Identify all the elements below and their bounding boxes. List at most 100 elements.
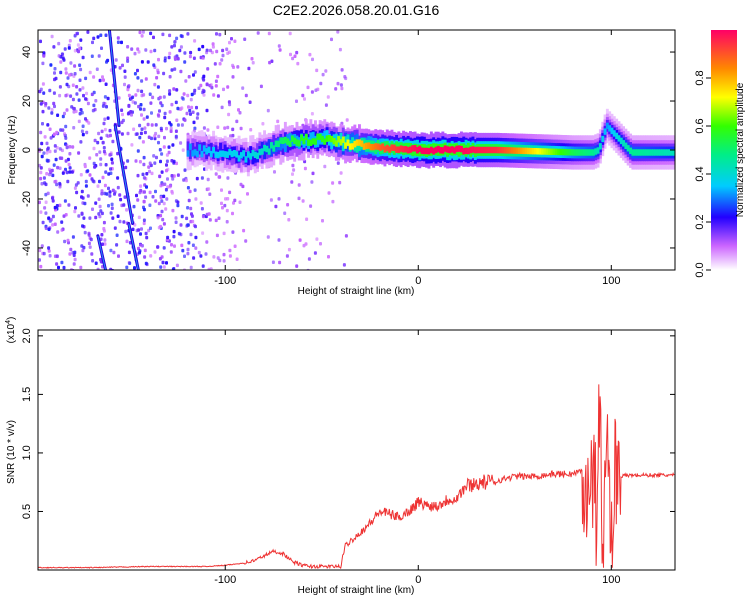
noise-speck [159, 159, 162, 164]
noise-speck [150, 171, 154, 176]
noise-speck [126, 45, 130, 49]
ridge-cell [376, 143, 380, 150]
ridge-cell [649, 149, 653, 156]
noise-speck [155, 76, 159, 80]
noise-speck [65, 170, 69, 175]
noise-speck [48, 149, 52, 154]
noise-speck [274, 204, 278, 209]
noise-speck [115, 243, 119, 247]
noise-speck [89, 237, 93, 242]
noise-speck [90, 252, 94, 256]
noise-speck [61, 171, 65, 175]
noise-speck [216, 74, 220, 79]
noise-speck [117, 130, 121, 134]
noise-speck [186, 206, 190, 210]
noise-speck [118, 219, 122, 224]
noise-speck [163, 135, 166, 140]
noise-speck [152, 154, 156, 158]
ridge-cell [506, 147, 510, 154]
ridge-cell [270, 144, 273, 157]
noise-speck [87, 233, 91, 237]
ridge-cell [422, 147, 426, 155]
noise-speck [103, 127, 107, 132]
noise-speck [136, 68, 139, 73]
noise-speck [56, 165, 60, 170]
ridge-cell [367, 142, 371, 149]
ridge-cell [267, 148, 271, 155]
snr-xlabel: Height of straight line (km) [298, 585, 415, 596]
noise-speck [130, 113, 133, 117]
noise-speck [223, 126, 227, 130]
noise-speck [266, 108, 270, 113]
noise-speck [142, 107, 146, 112]
noise-speck [173, 43, 176, 48]
noise-speck [69, 94, 73, 98]
ridge-cell [605, 122, 609, 130]
noise-speck [238, 200, 242, 204]
noise-speck [163, 111, 167, 116]
noise-speck [94, 261, 98, 265]
noise-speck [187, 241, 191, 245]
noise-speck [241, 184, 245, 189]
ridge-cell [233, 150, 236, 157]
colorbar: 0.0 0.2 0.4 0.6 0.8 Normalized spectral ampl… [694, 30, 746, 278]
noise-speck [174, 216, 178, 220]
noise-speck [45, 158, 49, 163]
noise-speck [86, 30, 90, 34]
noise-speck [81, 55, 85, 60]
noise-speck [145, 185, 148, 189]
noise-speck [207, 187, 211, 191]
noise-speck [126, 131, 130, 136]
noise-speck [197, 86, 201, 90]
noise-speck [181, 148, 185, 152]
noise-speck [66, 179, 70, 184]
noise-speck [66, 238, 70, 243]
ridge-cell [242, 150, 246, 157]
ridge-cell [524, 147, 528, 155]
noise-speck [208, 218, 212, 222]
noise-speck [191, 110, 195, 114]
ridge-cell [661, 149, 665, 156]
noise-speck [192, 120, 196, 125]
noise-speck [233, 39, 237, 43]
noise-speck [75, 85, 79, 89]
noise-speck [179, 69, 183, 74]
noise-speck [165, 153, 169, 157]
noise-speck [165, 197, 169, 201]
noise-speck [52, 132, 56, 136]
noise-speck [101, 141, 105, 145]
noise-speck [72, 253, 76, 257]
ridge-cell [188, 143, 192, 150]
noise-speck [55, 262, 59, 266]
ridge-cell [471, 146, 475, 153]
noise-speck [79, 140, 83, 144]
noise-speck [185, 216, 189, 221]
ridge-cell [441, 147, 445, 154]
noise-speck [64, 124, 68, 129]
noise-speck [202, 93, 206, 97]
noise-speck [197, 250, 201, 255]
ridge-cell [265, 145, 269, 153]
ridge-cell [337, 136, 341, 143]
colorbar-tick-label: 0.4 [694, 166, 706, 181]
noise-speck [340, 86, 344, 91]
noise-speck [128, 261, 132, 265]
noise-speck [41, 220, 45, 225]
noise-speck [40, 182, 44, 186]
noise-speck [189, 265, 193, 270]
noise-speck [125, 265, 129, 270]
noise-speck [336, 30, 340, 34]
noise-speck [73, 257, 77, 262]
colorbar-tick-label: 0.2 [694, 214, 706, 229]
noise-speck [189, 50, 193, 55]
noise-speck [220, 188, 223, 192]
noise-speck [116, 176, 120, 180]
noise-speck [231, 75, 235, 79]
ridge-cell [499, 146, 503, 154]
noise-speck [168, 92, 172, 96]
ridge-cell [666, 149, 670, 156]
noise-speck [51, 214, 55, 219]
noise-speck [141, 172, 145, 177]
ridge-cell [223, 151, 227, 158]
noise-speck [170, 102, 174, 107]
